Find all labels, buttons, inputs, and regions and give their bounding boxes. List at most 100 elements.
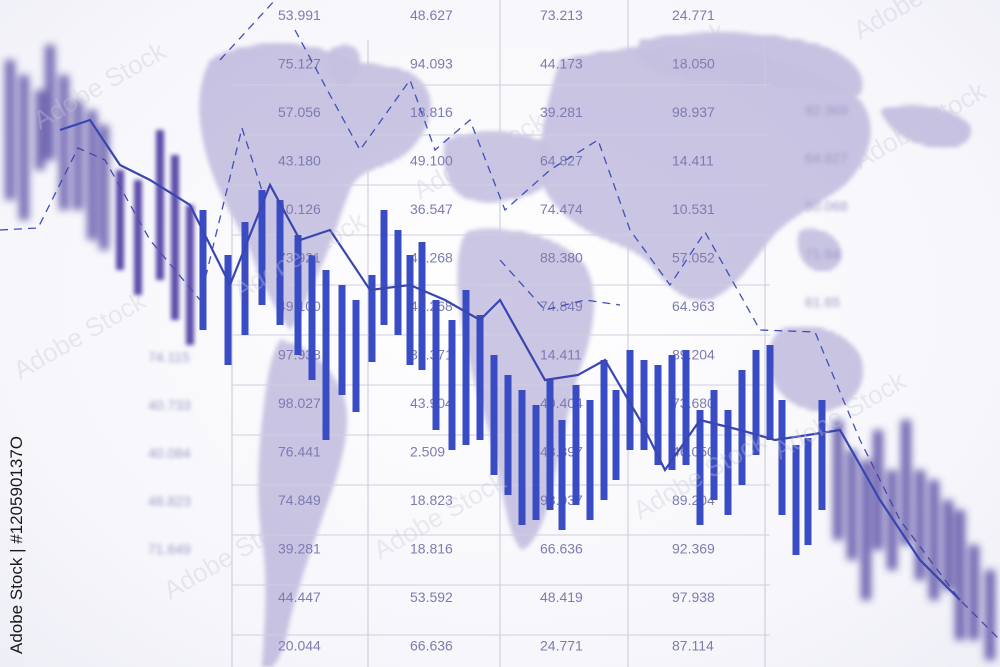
- candlestick-bar: [600, 360, 608, 500]
- candlestick-bar: [322, 270, 330, 440]
- candlestick-bar: [792, 445, 800, 555]
- table-cell: 73.680: [672, 395, 715, 411]
- watermark-text: Adobe Stock: [8, 285, 152, 385]
- candlestick-bar: [476, 315, 484, 440]
- table-cell: 73.213: [540, 7, 583, 23]
- candlestick-bar: [308, 255, 316, 380]
- candlestick-bar: [640, 360, 648, 450]
- table-cell: 53.592: [410, 589, 453, 605]
- candlestick-bar: [985, 570, 995, 660]
- table-cell: 74.849: [278, 492, 321, 508]
- table-cell: 74.474: [540, 201, 583, 217]
- candlestick-bar: [45, 45, 55, 160]
- candlestick-bar: [504, 375, 512, 495]
- table-cell: 39.281: [278, 541, 321, 557]
- table-cell: 10.531: [672, 201, 715, 217]
- table-cell: 39.281: [540, 104, 583, 120]
- candlestick-bar: [558, 420, 566, 530]
- candlestick-bar: [99, 125, 109, 250]
- watermark-text: Adobe Stock: [848, 0, 992, 45]
- candlestick-bar: [432, 300, 440, 430]
- table-cell: 98.937: [672, 104, 715, 120]
- candlestick-bar: [171, 155, 179, 320]
- table-cell: 48.419: [540, 589, 583, 605]
- candlestick-bar: [546, 380, 554, 510]
- candlestick-bar: [73, 100, 83, 210]
- table-cell: 57.056: [278, 104, 321, 120]
- candlestick-bar: [448, 320, 456, 450]
- candlestick-bar: [518, 390, 526, 525]
- table-cell: 53.991: [278, 7, 321, 23]
- table-grid: [231, 0, 766, 667]
- table-cell: 2.509: [410, 444, 445, 460]
- candlestick-bar: [804, 438, 812, 545]
- table-cell: 75.127: [278, 56, 321, 72]
- candlestick-bar: [5, 60, 15, 200]
- candlestick-bar: [368, 275, 376, 362]
- candlestick-bar: [394, 230, 402, 335]
- side-cell: 74.115: [148, 349, 190, 365]
- candlestick-bar: [532, 405, 540, 520]
- side-cell: 50.068: [805, 198, 848, 214]
- candlestick-bar: [696, 410, 704, 525]
- candlestick-bar: [612, 390, 620, 480]
- candlestick-bar: [778, 400, 786, 515]
- candlestick-bars: [199, 190, 826, 555]
- candlestick-bar: [156, 130, 164, 280]
- candlestick-bar: [901, 420, 911, 545]
- number-table: 53.99175.12757.05643.18040.12673.92149.1…: [278, 7, 715, 654]
- table-cell: 64.963: [672, 298, 715, 314]
- candlestick-bar: [861, 460, 871, 600]
- candlestick-bar: [955, 510, 965, 640]
- candlestick-bar: [199, 210, 207, 330]
- table-cell: 24.771: [672, 7, 715, 23]
- table-cell: 18.823: [410, 492, 453, 508]
- dashed-trend-line: [499, 259, 621, 311]
- candlestick-bar: [258, 190, 266, 305]
- candlestick-bar: [572, 385, 580, 505]
- table-cell: 76.441: [278, 444, 321, 460]
- table-cell: 44.447: [278, 589, 321, 605]
- table-cell: 94.093: [410, 56, 453, 72]
- side-number-columns: 92.369 64.827 50.068 71.84 61.65 74.115 40.733…: [148, 102, 848, 557]
- candlestick-bar: [406, 255, 414, 365]
- table-cell: 89.204: [672, 347, 715, 363]
- candlestick-bar: [710, 390, 718, 500]
- candlestick-bar: [59, 75, 69, 210]
- candlestick-bar: [818, 400, 826, 510]
- table-cell: 97.938: [672, 589, 715, 605]
- side-cell: 64.827: [805, 150, 848, 166]
- candlestick-bar: [873, 430, 883, 550]
- candlestick-bar: [294, 235, 302, 355]
- side-cell: 40.084: [148, 445, 191, 461]
- dashed-trend-lines: [0, 0, 1000, 641]
- table-cell: 98.027: [278, 395, 321, 411]
- stock-id-label: Adobe Stock | #120590137O: [6, 425, 28, 665]
- table-cell: 18.816: [410, 104, 453, 120]
- side-cell: 71.84: [805, 246, 840, 262]
- table-cell: 92.369: [672, 541, 715, 557]
- candlestick-bar: [586, 400, 594, 520]
- table-cell: 66.636: [410, 638, 453, 654]
- candlestick-bar: [738, 370, 746, 485]
- candlestick-bars-soft: [116, 130, 194, 345]
- candlestick-bar: [766, 345, 774, 440]
- candlestick-bar: [682, 350, 690, 465]
- candlestick-bar: [241, 222, 249, 335]
- side-cell: 48.823: [148, 493, 191, 509]
- candlestick-bar: [724, 410, 732, 515]
- candlestick-bar: [915, 470, 925, 580]
- table-cell: 43.904: [410, 395, 453, 411]
- candlestick-bar: [186, 205, 194, 345]
- table-cell: 18.816: [410, 541, 453, 557]
- side-cell: 61.65: [805, 294, 840, 310]
- table-cell: 44.173: [540, 56, 583, 72]
- candlestick-bar: [668, 355, 676, 470]
- candlestick-bars-blurred-right: [833, 420, 995, 660]
- side-cell: 92.369: [805, 102, 848, 118]
- side-cell: 40.733: [148, 397, 191, 413]
- table-cell: 38.371: [410, 347, 453, 363]
- price-line: [59, 118, 961, 601]
- table-cell: 14.411: [672, 153, 714, 169]
